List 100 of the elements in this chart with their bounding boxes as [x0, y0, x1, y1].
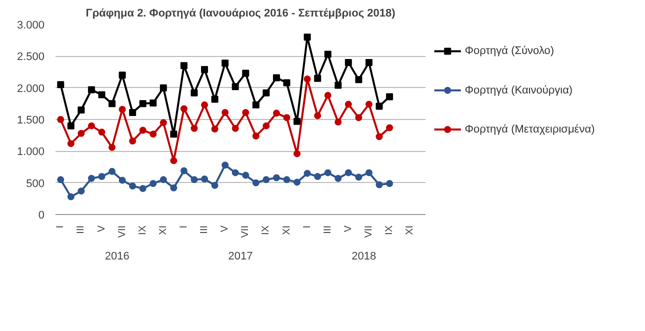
point [98, 173, 106, 180]
point [232, 124, 239, 132]
point [304, 170, 311, 177]
point [294, 118, 301, 125]
legend-label: Φορτηγά (Μεταχειρισμένα) [464, 124, 595, 136]
point [232, 83, 239, 90]
x-tick-label: IX [384, 225, 396, 235]
y-tick-label: 500 [26, 178, 45, 190]
x-tick-label: III [199, 225, 210, 234]
point [222, 109, 229, 116]
point [88, 86, 95, 94]
point [180, 167, 188, 174]
point [344, 59, 352, 66]
point [211, 126, 218, 132]
point [324, 50, 332, 58]
point [211, 182, 218, 189]
point [252, 132, 260, 140]
point [78, 130, 85, 137]
point [355, 174, 362, 181]
point [190, 124, 198, 132]
point [386, 124, 394, 132]
point [334, 174, 342, 182]
y-tick-label: 1.500 [16, 114, 45, 126]
point [118, 106, 126, 113]
point [150, 100, 157, 107]
point [334, 118, 342, 126]
point [272, 74, 280, 82]
x-tick-label: VII [116, 225, 128, 238]
point [283, 114, 290, 122]
point [386, 93, 394, 100]
x-tick-label: XI [158, 225, 169, 235]
point [129, 182, 136, 190]
point [170, 130, 178, 138]
point [304, 75, 311, 82]
point [118, 176, 126, 184]
x-tick-label: VII [240, 225, 252, 238]
point [283, 176, 290, 184]
point [334, 82, 342, 89]
point [88, 122, 95, 130]
point [190, 176, 198, 184]
point [314, 112, 322, 120]
point [67, 140, 74, 148]
point [314, 74, 322, 82]
x-tick-label: IX [137, 225, 148, 235]
point [294, 150, 301, 158]
point [78, 188, 85, 195]
point [78, 106, 85, 114]
point [222, 60, 229, 67]
y-tick-label: 2.500 [16, 51, 45, 64]
y-tick-label: 0 [38, 210, 45, 222]
y-tick-label: 1.000 [16, 146, 45, 158]
point [344, 100, 352, 108]
point [211, 96, 218, 103]
point [242, 172, 250, 179]
x-tick-label: I [55, 225, 66, 228]
point [88, 174, 95, 182]
point [376, 102, 383, 110]
point [57, 116, 64, 123]
legend-label: Φορτηγά (Καινούργια) [464, 84, 573, 96]
point [262, 89, 270, 96]
point [129, 109, 136, 116]
point [344, 169, 352, 176]
point [129, 138, 136, 145]
point [376, 133, 383, 140]
point [324, 169, 332, 176]
x-tick-label: VII [363, 225, 374, 238]
x-tick-label: V [342, 225, 354, 232]
point [160, 119, 167, 126]
point [170, 184, 178, 192]
point [190, 89, 198, 96]
x-tick-label: III [322, 225, 334, 234]
point [98, 128, 106, 136]
point [304, 34, 311, 41]
x-tick-label: I [302, 225, 313, 228]
point [139, 100, 146, 108]
x-tick-label: III [76, 225, 87, 234]
text: 2018 [352, 250, 376, 262]
text: 2016 [104, 250, 130, 262]
point [294, 178, 301, 186]
point [222, 162, 229, 169]
x-tick-label: V [96, 225, 108, 232]
point [252, 179, 260, 186]
point [57, 176, 64, 184]
point [242, 70, 250, 77]
point [180, 62, 188, 70]
point [160, 176, 167, 184]
point [376, 181, 383, 188]
point [108, 168, 116, 175]
x-tick-label: XI [281, 225, 292, 235]
y-tick-label: 2.000 [16, 82, 45, 95]
point [57, 81, 64, 88]
point [170, 157, 178, 164]
point [365, 169, 372, 176]
point [252, 101, 260, 108]
point [139, 126, 146, 134]
point [201, 176, 208, 183]
point [314, 173, 322, 180]
point [150, 180, 157, 187]
x-tick-label: IX [260, 225, 272, 235]
point [355, 114, 362, 122]
